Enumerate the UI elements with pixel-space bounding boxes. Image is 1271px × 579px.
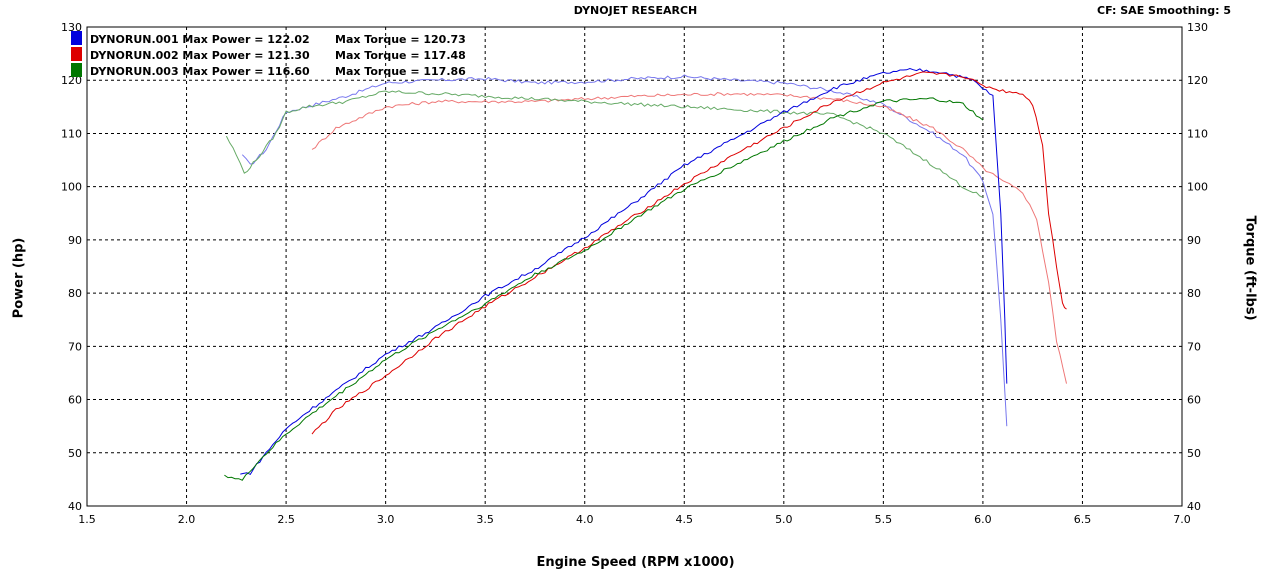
series-line-dynorun-003-power [224, 97, 984, 481]
x-tick-label: 7.0 [1173, 513, 1191, 526]
y-tick-label-left: 60 [68, 394, 82, 407]
x-tick-label: 3.0 [377, 513, 395, 526]
y-tick-label-right: 40 [1187, 500, 1201, 513]
grid-lines [87, 27, 1182, 506]
y-axis-title-left: Power (hp) [11, 237, 27, 319]
y-tick-label-right: 130 [1187, 21, 1208, 34]
legend-torque-label: Max Torque = 117.86 [335, 65, 466, 78]
legend-torque-label: Max Torque = 120.73 [335, 33, 466, 46]
y-tick-label-left: 70 [68, 340, 82, 353]
y-tick-label-right: 80 [1187, 287, 1201, 300]
x-tick-label: 4.0 [576, 513, 594, 526]
x-tick-label: 3.5 [476, 513, 494, 526]
tick-labels: 1.5 2.0 2.5 3.0 3.5 4.0 4.5 5.0 5.5 6.0 6.5 7.040 40… [61, 21, 1208, 526]
y-tick-label-left: 120 [61, 74, 82, 87]
series-line-dynorun-001-power [240, 67, 1008, 476]
series-lines [224, 67, 1067, 481]
legend: DYNORUN.001 Max Power = 122.02 Max Torque… [71, 31, 466, 78]
x-tick-label: 6.5 [1074, 513, 1092, 526]
x-axis-title: Engine Speed (RPM x1000) [536, 555, 735, 570]
y-tick-label-left: 100 [61, 181, 82, 194]
x-tick-label: 6.0 [974, 513, 992, 526]
y-tick-label-left: 90 [68, 234, 82, 247]
y-tick-label-left: 40 [68, 500, 82, 513]
y-tick-label-right: 60 [1187, 394, 1201, 407]
y-tick-label-right: 70 [1187, 340, 1201, 353]
legend-run-label: DYNORUN.003 Max Power = 116.60 [90, 65, 310, 78]
x-tick-label: 2.0 [178, 513, 196, 526]
legend-run-label: DYNORUN.001 Max Power = 122.02 [90, 33, 310, 46]
x-tick-label: 4.5 [676, 513, 694, 526]
legend-swatch [71, 47, 82, 61]
y-tick-label-left: 50 [68, 447, 82, 460]
y-axis-title-right: Torque (ft-lbs) [1242, 215, 1258, 321]
chart-title: DYNOJET RESEARCH [573, 4, 698, 17]
legend-swatch [71, 63, 82, 77]
plot-background [86, 26, 1183, 507]
y-tick-label-right: 50 [1187, 447, 1201, 460]
y-tick-label-left: 110 [61, 127, 82, 140]
legend-swatch [71, 31, 82, 45]
x-tick-label: 5.5 [875, 513, 893, 526]
legend-torque-label: Max Torque = 117.48 [335, 49, 466, 62]
y-tick-label-right: 100 [1187, 181, 1208, 194]
y-tick-label-left: 80 [68, 287, 82, 300]
y-tick-label-left: 130 [61, 21, 82, 34]
y-tick-label-right: 90 [1187, 234, 1201, 247]
correction-factor-label: CF: SAE Smoothing: 5 [1097, 4, 1231, 17]
series-line-dynorun-003-torque [225, 90, 984, 198]
series-line-dynorun-002-power [311, 71, 1067, 435]
x-tick-label: 5.0 [775, 513, 793, 526]
series-line-dynorun-002-torque [311, 91, 1067, 384]
x-tick-label: 1.5 [78, 513, 96, 526]
y-tick-label-right: 110 [1187, 127, 1208, 140]
legend-run-label: DYNORUN.002 Max Power = 121.30 [90, 49, 310, 62]
y-tick-label-right: 120 [1187, 74, 1208, 87]
x-tick-label: 2.5 [277, 513, 295, 526]
